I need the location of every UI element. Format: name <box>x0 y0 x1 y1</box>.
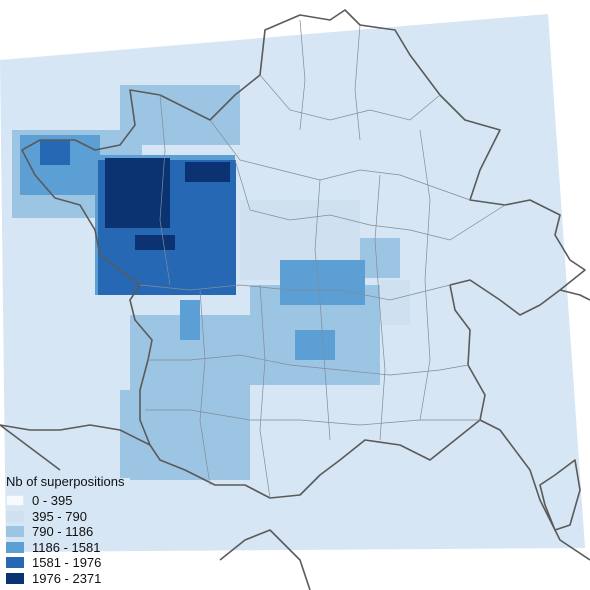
tile <box>105 158 170 228</box>
tile <box>120 85 240 145</box>
legend-swatch <box>6 541 24 553</box>
legend-label: 1976 - 2371 <box>32 570 102 586</box>
legend-swatch <box>6 495 24 507</box>
tile <box>295 330 335 360</box>
legend-item: 790 - 1186 <box>6 524 125 540</box>
legend-swatch <box>6 510 24 522</box>
legend-label: 1186 - 1581 <box>32 539 101 555</box>
tile <box>185 162 230 182</box>
legend-swatch <box>6 557 24 569</box>
legend-swatch <box>6 572 24 584</box>
legend-title: Nb of superpositions <box>6 474 125 489</box>
tile <box>120 390 248 478</box>
tile <box>135 235 175 250</box>
legend-item: 1976 - 2371 <box>6 571 125 587</box>
tile <box>40 140 70 165</box>
tile <box>380 280 410 325</box>
legend-item: 1186 - 1581 <box>6 540 125 556</box>
legend-label: 1581 - 1976 <box>32 555 102 571</box>
legend-item: 1581 - 1976 <box>6 555 125 571</box>
map-legend: Nb of superpositions 0 - 395 395 - 790 7… <box>6 474 125 586</box>
legend-label: 395 - 790 <box>32 508 87 524</box>
tile <box>280 260 365 305</box>
legend-item: 395 - 790 <box>6 509 125 525</box>
legend-label: 0 - 395 <box>32 493 73 509</box>
tile <box>180 300 200 340</box>
department-borders <box>139 19 506 499</box>
coverage-tiles <box>12 85 410 480</box>
legend-item: 0 - 395 <box>6 493 125 509</box>
legend-swatch <box>6 526 24 538</box>
legend-label: 790 - 1186 <box>32 524 94 540</box>
